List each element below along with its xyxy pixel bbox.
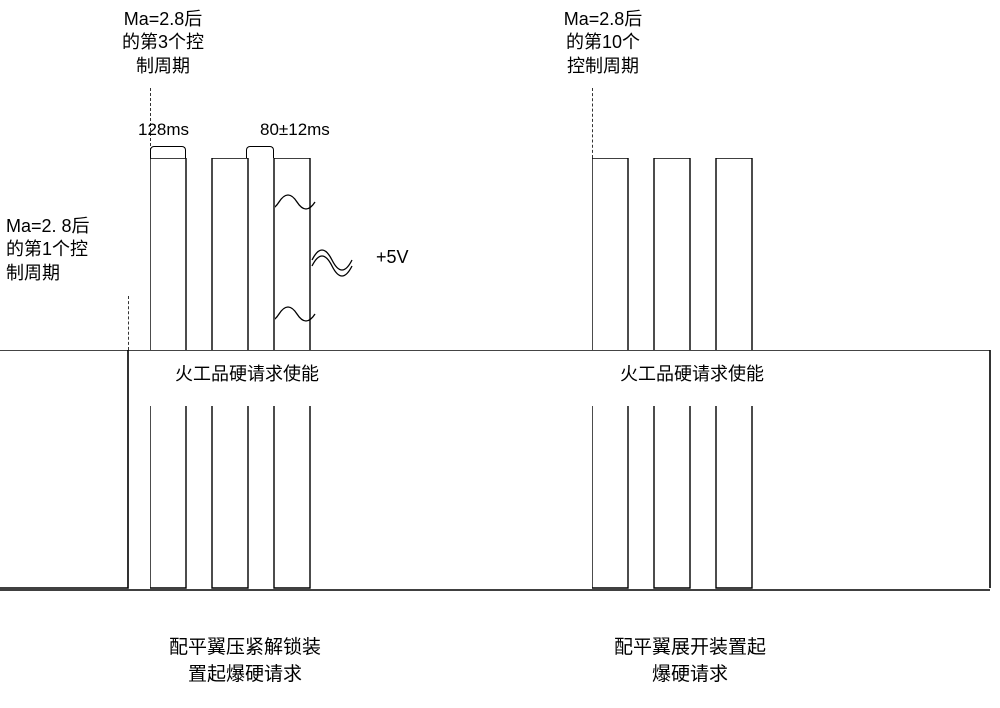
bottom-label-1: 配平翼压紧解锁装 置起爆硬请求	[145, 635, 345, 688]
enable-text-2: 火工品硬请求使能	[620, 360, 764, 386]
voltage-label: +5V	[376, 247, 409, 268]
pulse-bot-group-2	[592, 406, 792, 592]
pulse-bot-group-1	[150, 406, 350, 592]
break-mark-mid	[310, 230, 356, 290]
break-mark-top	[275, 178, 321, 238]
bottom-label-2: 配平翼展开装置起 爆硬请求	[585, 635, 795, 688]
enable-text-1: 火工品硬请求使能	[175, 360, 319, 386]
pulse-top-group-2	[592, 158, 792, 354]
timing-diagram: Ma=2. 8后 的第1个控 制周期 Ma=2.8后 的第3个控 制周期 Ma=…	[0, 0, 1000, 708]
axis-baseline	[0, 0, 1000, 708]
break-mark-bot	[275, 290, 321, 350]
